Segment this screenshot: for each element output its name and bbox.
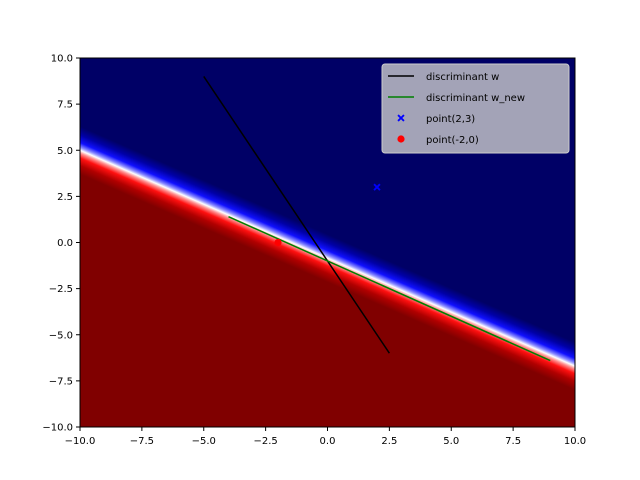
series-line-1	[228, 215, 551, 362]
x-tick-label: 10.0	[564, 436, 586, 447]
x-axis: −10.0 −7.5 −5.0 −2.5 0.0 2.5 5.0 7.5 10.0	[65, 427, 586, 447]
legend-label: point(2,3)	[426, 114, 475, 125]
legend: discriminant w discriminant w_new point(2,…	[381, 63, 570, 154]
legend-label: point(-2,0)	[426, 135, 479, 146]
y-tick-label: −7.5	[49, 376, 73, 387]
y-tick-label: 5.0	[57, 146, 73, 157]
x-tick-label: −7.5	[130, 436, 154, 447]
point-marker-circle	[274, 238, 282, 247]
x-tick-label: 0.0	[320, 436, 336, 447]
legend-marker-x	[397, 114, 405, 122]
legend-label: discriminant w_new	[426, 93, 525, 104]
y-tick-label: 7.5	[57, 100, 73, 111]
x-tick-label: −5.0	[192, 436, 216, 447]
legend-marker-circle	[397, 135, 405, 143]
legend-label: discriminant w	[426, 72, 499, 83]
x-tick-label: 7.5	[505, 436, 521, 447]
legend-box	[381, 63, 570, 154]
y-axis: −10.0 −7.5 −5.0 −2.5 0.0 2.5 5.0 7.5 10.0	[42, 54, 80, 434]
y-tick-label: 2.5	[57, 192, 73, 203]
y-tick-label: 0.0	[57, 238, 73, 249]
series-line-0	[203, 76, 390, 354]
y-tick-label: 10.0	[51, 54, 73, 65]
x-tick-label: −10.0	[65, 436, 96, 447]
y-tick-label: −5.0	[49, 330, 73, 341]
x-tick-label: −2.5	[253, 436, 277, 447]
x-tick-label: 5.0	[443, 436, 459, 447]
y-tick-label: −10.0	[42, 423, 73, 434]
y-tick-label: −2.5	[49, 284, 73, 295]
point-marker-x	[373, 183, 381, 191]
x-tick-label: 2.5	[381, 436, 397, 447]
